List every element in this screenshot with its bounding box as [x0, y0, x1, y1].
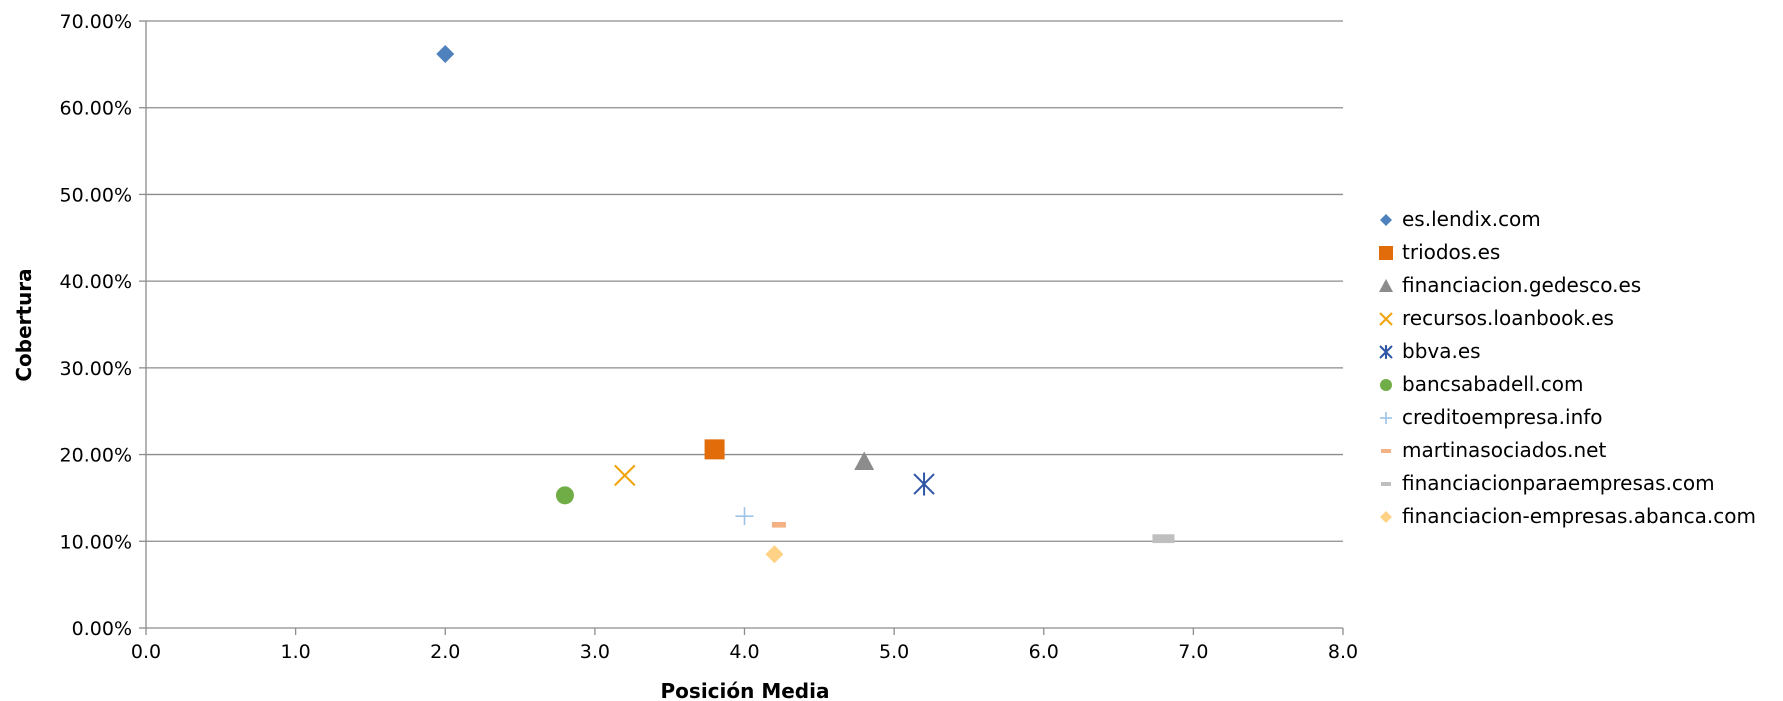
data-point-9	[765, 545, 784, 564]
legend-marker-shape	[1379, 246, 1393, 260]
legend-label: creditoempresa.info	[1402, 405, 1603, 429]
y-tick-label: 60.00%	[60, 98, 132, 120]
legend-marker	[1380, 379, 1392, 391]
legend-marker	[1380, 214, 1392, 226]
y-tick-labels: 0.00% 10.00% 20.00% 30.00% 40.00% 50.00% 60.00…	[60, 11, 132, 640]
data-point-8	[1152, 534, 1175, 544]
y-tick-label: 50.00%	[60, 184, 132, 206]
chart-legend: es.lendix.com triodos.es financiacion.gede…	[1378, 203, 1778, 533]
axes	[139, 20, 1344, 635]
x-tick-label: 7.0	[1178, 641, 1208, 663]
data-point-1	[704, 439, 725, 460]
legend-marker-shape	[1379, 279, 1393, 292]
legend-marker-shape	[1380, 214, 1392, 226]
y-tick-label: 0.00%	[72, 618, 132, 640]
legend-item: bbva.es	[1378, 335, 1778, 368]
data-point-2	[854, 451, 875, 471]
legend-label: bancsabadell.com	[1402, 372, 1584, 396]
legend-item: financiacion.gedesco.es	[1378, 269, 1778, 302]
legend-marker	[1379, 312, 1393, 326]
legend-marker-shape	[1381, 449, 1391, 453]
legend-marker-shape	[1380, 379, 1392, 391]
data-point-5	[555, 486, 574, 505]
legend-marker	[1381, 482, 1391, 486]
legend-marker-shape	[1379, 345, 1393, 359]
legend-label: financiacionparaempresas.com	[1402, 471, 1715, 495]
data-point-7	[771, 522, 786, 528]
y-tick-label: 20.00%	[60, 445, 132, 467]
x-tick-label: 2.0	[430, 641, 460, 663]
legend-marker	[1379, 345, 1393, 359]
legend-item: bancsabadell.com	[1378, 368, 1778, 401]
y-tick-label: 10.00%	[60, 531, 132, 553]
x-tick-label: 8.0	[1328, 641, 1358, 663]
legend-item: es.lendix.com	[1378, 203, 1778, 236]
legend-item: financiacionparaempresas.com	[1378, 467, 1778, 500]
data-point-0	[436, 44, 455, 63]
legend-marker-shape	[1381, 482, 1391, 486]
y-tick-label: 40.00%	[60, 271, 132, 293]
legend-label: financiacion.gedesco.es	[1402, 273, 1642, 297]
legend-label: martinasociados.net	[1402, 438, 1607, 462]
legend-item: recursos.loanbook.es	[1378, 302, 1778, 335]
legend-label: financiacion-empresas.abanca.com	[1402, 504, 1756, 528]
legend-item: creditoempresa.info	[1378, 401, 1778, 434]
legend-item: martinasociados.net	[1378, 434, 1778, 467]
legend-marker-shape	[1379, 312, 1393, 326]
legend-marker	[1380, 511, 1392, 523]
legend-marker	[1379, 279, 1393, 292]
x-tick-labels: 0.0 1.0 2.0 3.0 4.0 5.0 6.0 7.0 8.0	[131, 641, 1358, 663]
y-tick-label: 30.00%	[60, 358, 132, 380]
legend-item: triodos.es	[1378, 236, 1778, 269]
data-point-4	[913, 472, 935, 496]
legend-marker	[1381, 449, 1391, 453]
legend-label: triodos.es	[1402, 240, 1501, 264]
legend-marker-shape	[1380, 511, 1392, 523]
legend-label: es.lendix.com	[1402, 207, 1541, 231]
legend-marker	[1379, 246, 1393, 260]
x-tick-label: 1.0	[281, 641, 311, 663]
y-axis-title: Cobertura	[12, 268, 36, 381]
data-points	[436, 44, 1175, 564]
x-tick-label: 0.0	[131, 641, 161, 663]
x-axis-title: Posición Media	[661, 679, 830, 701]
x-tick-label: 5.0	[879, 641, 909, 663]
x-tick-label: 6.0	[1029, 641, 1059, 663]
legend-label: bbva.es	[1402, 339, 1481, 363]
x-tick-label: 3.0	[580, 641, 610, 663]
y-tick-label: 70.00%	[60, 11, 132, 33]
data-point-6	[735, 507, 754, 526]
legend-item: financiacion-empresas.abanca.com	[1378, 500, 1778, 533]
legend-marker	[1380, 412, 1392, 424]
legend-label: recursos.loanbook.es	[1402, 306, 1614, 330]
grid-lines	[146, 20, 1343, 542]
data-point-3	[614, 464, 636, 487]
legend-marker-shape	[1380, 412, 1392, 424]
x-tick-label: 4.0	[729, 641, 759, 663]
